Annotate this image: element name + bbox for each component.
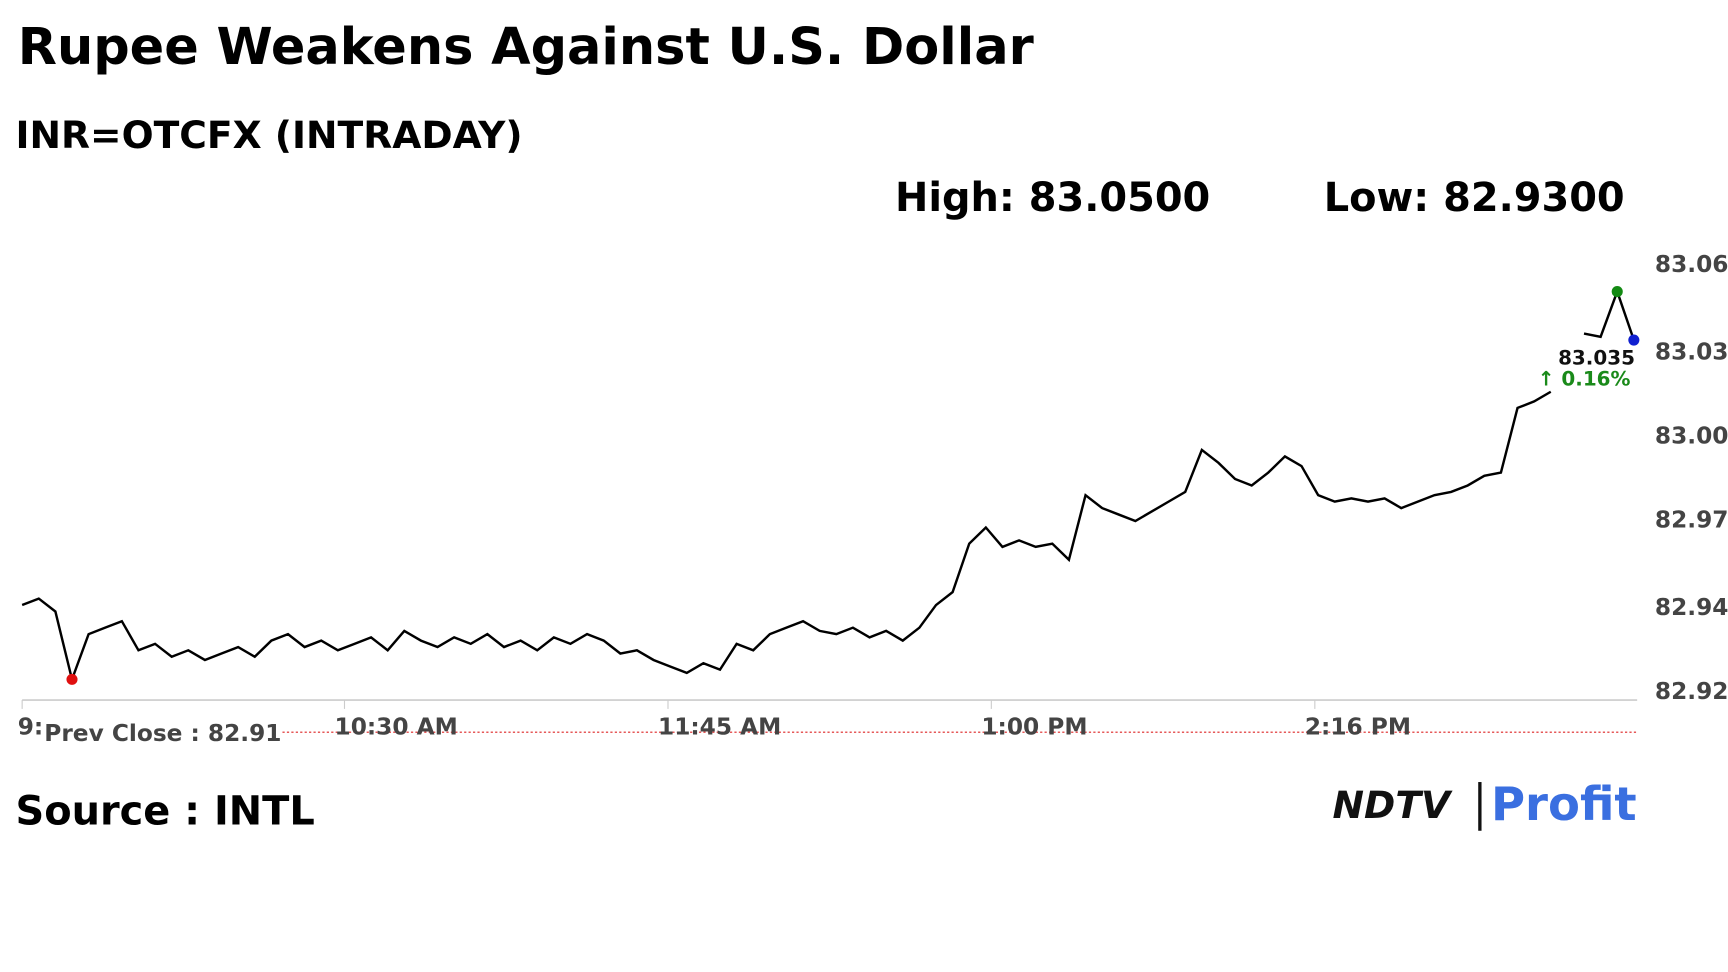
x-tick-label: 9: — [18, 713, 43, 740]
y-tick-label: 82.92 — [1655, 678, 1728, 705]
subtitle: INR=OTCFX (INTRADAY) — [16, 113, 523, 157]
high-label: High: 83.0500 — [895, 175, 1210, 221]
last-price-label: 83.035 — [1558, 346, 1635, 369]
x-tick-label: 2:16 PM — [1305, 713, 1411, 740]
source: Source : INTL — [16, 789, 315, 835]
low-marker — [66, 673, 78, 685]
y-tick-label: 83.00 — [1655, 422, 1728, 449]
low-label: Low: 82.9300 — [1324, 175, 1625, 221]
y-tick-label: 82.94 — [1655, 594, 1728, 621]
chart-title: Rupee Weakens Against U.S. Dollar — [18, 18, 1034, 77]
x-tick-label: 1:00 PM — [981, 713, 1087, 740]
change-label: ↑ 0.16% — [1538, 367, 1631, 390]
logo-left: NDTV — [1333, 783, 1453, 827]
y-tick-label: 83.06 — [1655, 251, 1728, 278]
logo-right: Profit — [1491, 777, 1637, 831]
y-tick-label: 83.03 — [1655, 338, 1728, 365]
x-tick-label: 10:30 AM — [335, 713, 458, 740]
x-tick-label: 11:45 AM — [658, 713, 781, 740]
high-marker — [1611, 286, 1623, 298]
price-line — [21, 287, 1635, 684]
last-marker — [1628, 334, 1640, 346]
prev-close-label: Prev Close : 82.91 — [44, 720, 281, 747]
y-tick-label: 82.97 — [1655, 507, 1728, 534]
